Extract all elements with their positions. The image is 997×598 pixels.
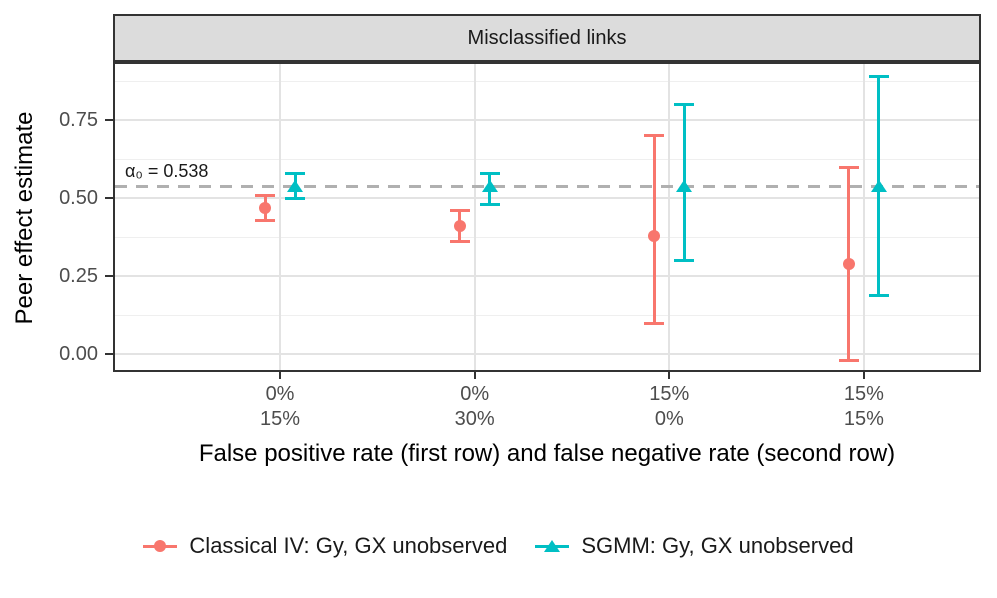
error-bar-cap-top [255, 193, 276, 197]
gridline-minor [115, 314, 979, 316]
gridline-major-vertical [668, 64, 671, 370]
gridline-major [115, 353, 979, 356]
point-marker-circle [842, 257, 855, 270]
legend-key-sgmm [535, 538, 570, 554]
circle-icon [154, 540, 167, 552]
legend-key-classical-iv [143, 538, 178, 554]
point-marker-circle [453, 220, 466, 233]
error-bar [652, 135, 656, 324]
error-bar-cap-top [674, 103, 695, 107]
legend-item-classical-iv: Classical IV: Gy, GX unobserved [143, 533, 507, 559]
x-tick-mark [279, 372, 282, 379]
legend-label-sgmm: SGMM: Gy, GX unobserved [581, 533, 854, 558]
error-bar-cap-bottom [449, 240, 470, 244]
legend: Classical IV: Gy, GX unobserved SGMM: Gy… [0, 527, 997, 565]
x-tick-mark [473, 372, 476, 379]
gridline-major [115, 119, 979, 122]
facet-strip-label: Misclassified links [467, 27, 627, 49]
x-tick-mark [862, 372, 865, 379]
facet-strip: Misclassified links [113, 14, 981, 62]
x-tick-label: 0% 30% [454, 383, 495, 430]
target-dashed-line [115, 184, 979, 188]
error-bar-cap-bottom [644, 321, 665, 325]
point-marker-triangle [676, 179, 693, 192]
gridline-minor [115, 80, 979, 82]
x-tick-mark [668, 372, 671, 379]
gridline-minor [115, 158, 979, 160]
y-tick-label: 0.75 [59, 109, 98, 132]
point-marker-circle [648, 229, 661, 242]
error-bar-cap-bottom [285, 196, 306, 200]
error-bar-cap-top [868, 74, 889, 78]
error-bar-cap-bottom [674, 259, 695, 263]
y-tick-label: 0.25 [59, 265, 98, 288]
x-tick-label: 15% 15% [843, 383, 884, 430]
gridline-major-vertical [862, 64, 865, 370]
gridline-major-vertical [279, 64, 282, 370]
y-tick-label: 0.00 [59, 343, 98, 366]
point-marker-triangle [870, 179, 887, 192]
y-tick-mark [105, 197, 113, 200]
y-tick-mark [105, 353, 113, 356]
error-bar-cap-top [838, 165, 859, 169]
error-bar-cap-bottom [868, 293, 889, 297]
y-tick-label: 0.50 [59, 187, 98, 210]
legend-item-sgmm: SGMM: Gy, GX unobserved [535, 533, 854, 559]
point-marker-triangle [481, 179, 498, 192]
error-bar-cap-top [644, 134, 665, 138]
error-bar-cap-top [285, 171, 306, 175]
error-bar-cap-top [479, 171, 500, 175]
alpha-annotation: α₀ = 0.538 [125, 161, 209, 182]
y-tick-mark [105, 119, 113, 122]
error-bar-cap-bottom [255, 218, 276, 222]
legend-label-classical-iv: Classical IV: Gy, GX unobserved [189, 533, 508, 558]
point-marker-circle [259, 201, 272, 214]
gridline-major [115, 275, 979, 278]
gridline-major-vertical [473, 64, 476, 370]
x-tick-label: 0% 15% [260, 383, 301, 430]
error-bar-cap-bottom [838, 359, 859, 363]
point-marker-triangle [287, 179, 304, 192]
error-bar-cap-bottom [479, 203, 500, 206]
gridline-minor [115, 236, 979, 238]
x-tick-label: 15% 0% [649, 383, 690, 430]
y-tick-mark [105, 275, 113, 278]
triangle-icon [544, 540, 561, 552]
x-axis-title: False positive rate (first row) and fals… [198, 440, 896, 467]
gridline-major [115, 197, 979, 200]
plot-panel: α₀ = 0.538 [113, 62, 981, 372]
error-bar-cap-top [449, 209, 470, 213]
